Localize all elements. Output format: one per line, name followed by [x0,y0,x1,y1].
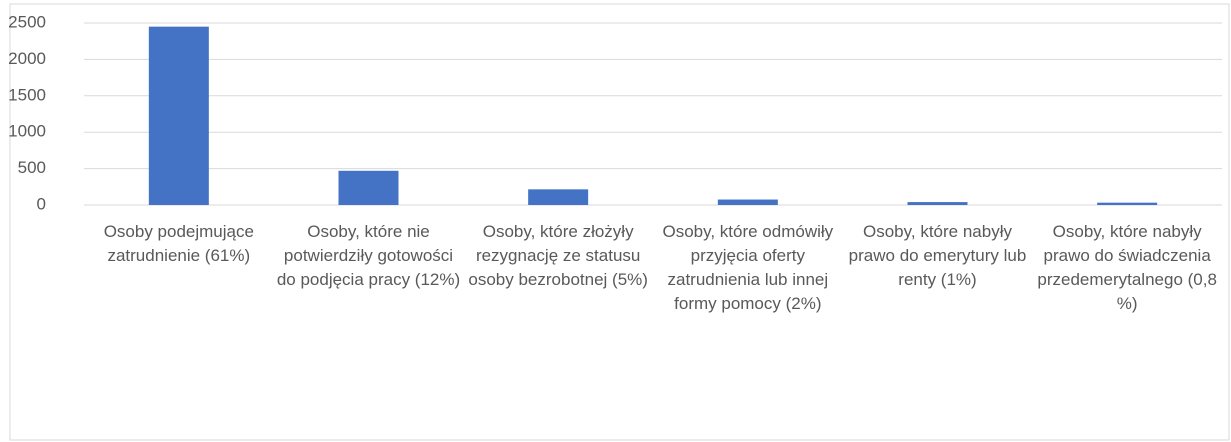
bar [717,199,778,205]
bar [1097,202,1158,205]
y-tick-label: 1500 [8,85,46,104]
y-tick-label: 500 [18,158,46,177]
y-tick-label: 2000 [8,49,46,68]
y-tick-label: 0 [37,194,46,213]
x-tick-label: Osoby, które nabyły prawo do emerytury l… [848,222,1027,289]
y-tick-label: 1000 [8,122,46,141]
bar [338,170,399,205]
bar [148,26,209,205]
x-tick-label: Osoby, które nabyły prawo do świadczenia… [1037,222,1217,313]
x-tick-label: Osoby, które nie potwierdziły gotowości … [276,222,461,289]
x-tick-label: Osoby, które złożyły rezygnację ze statu… [468,222,648,289]
bar [528,189,589,205]
bar [907,202,968,205]
x-tick-label: Osoby, które odmówiły przyjęcia oferty z… [662,222,834,313]
y-tick-label: 2500 [8,12,46,31]
x-tick-label: Osoby podejmujące zatrudnienie (61%) [103,222,254,265]
chart-border [9,3,1230,441]
